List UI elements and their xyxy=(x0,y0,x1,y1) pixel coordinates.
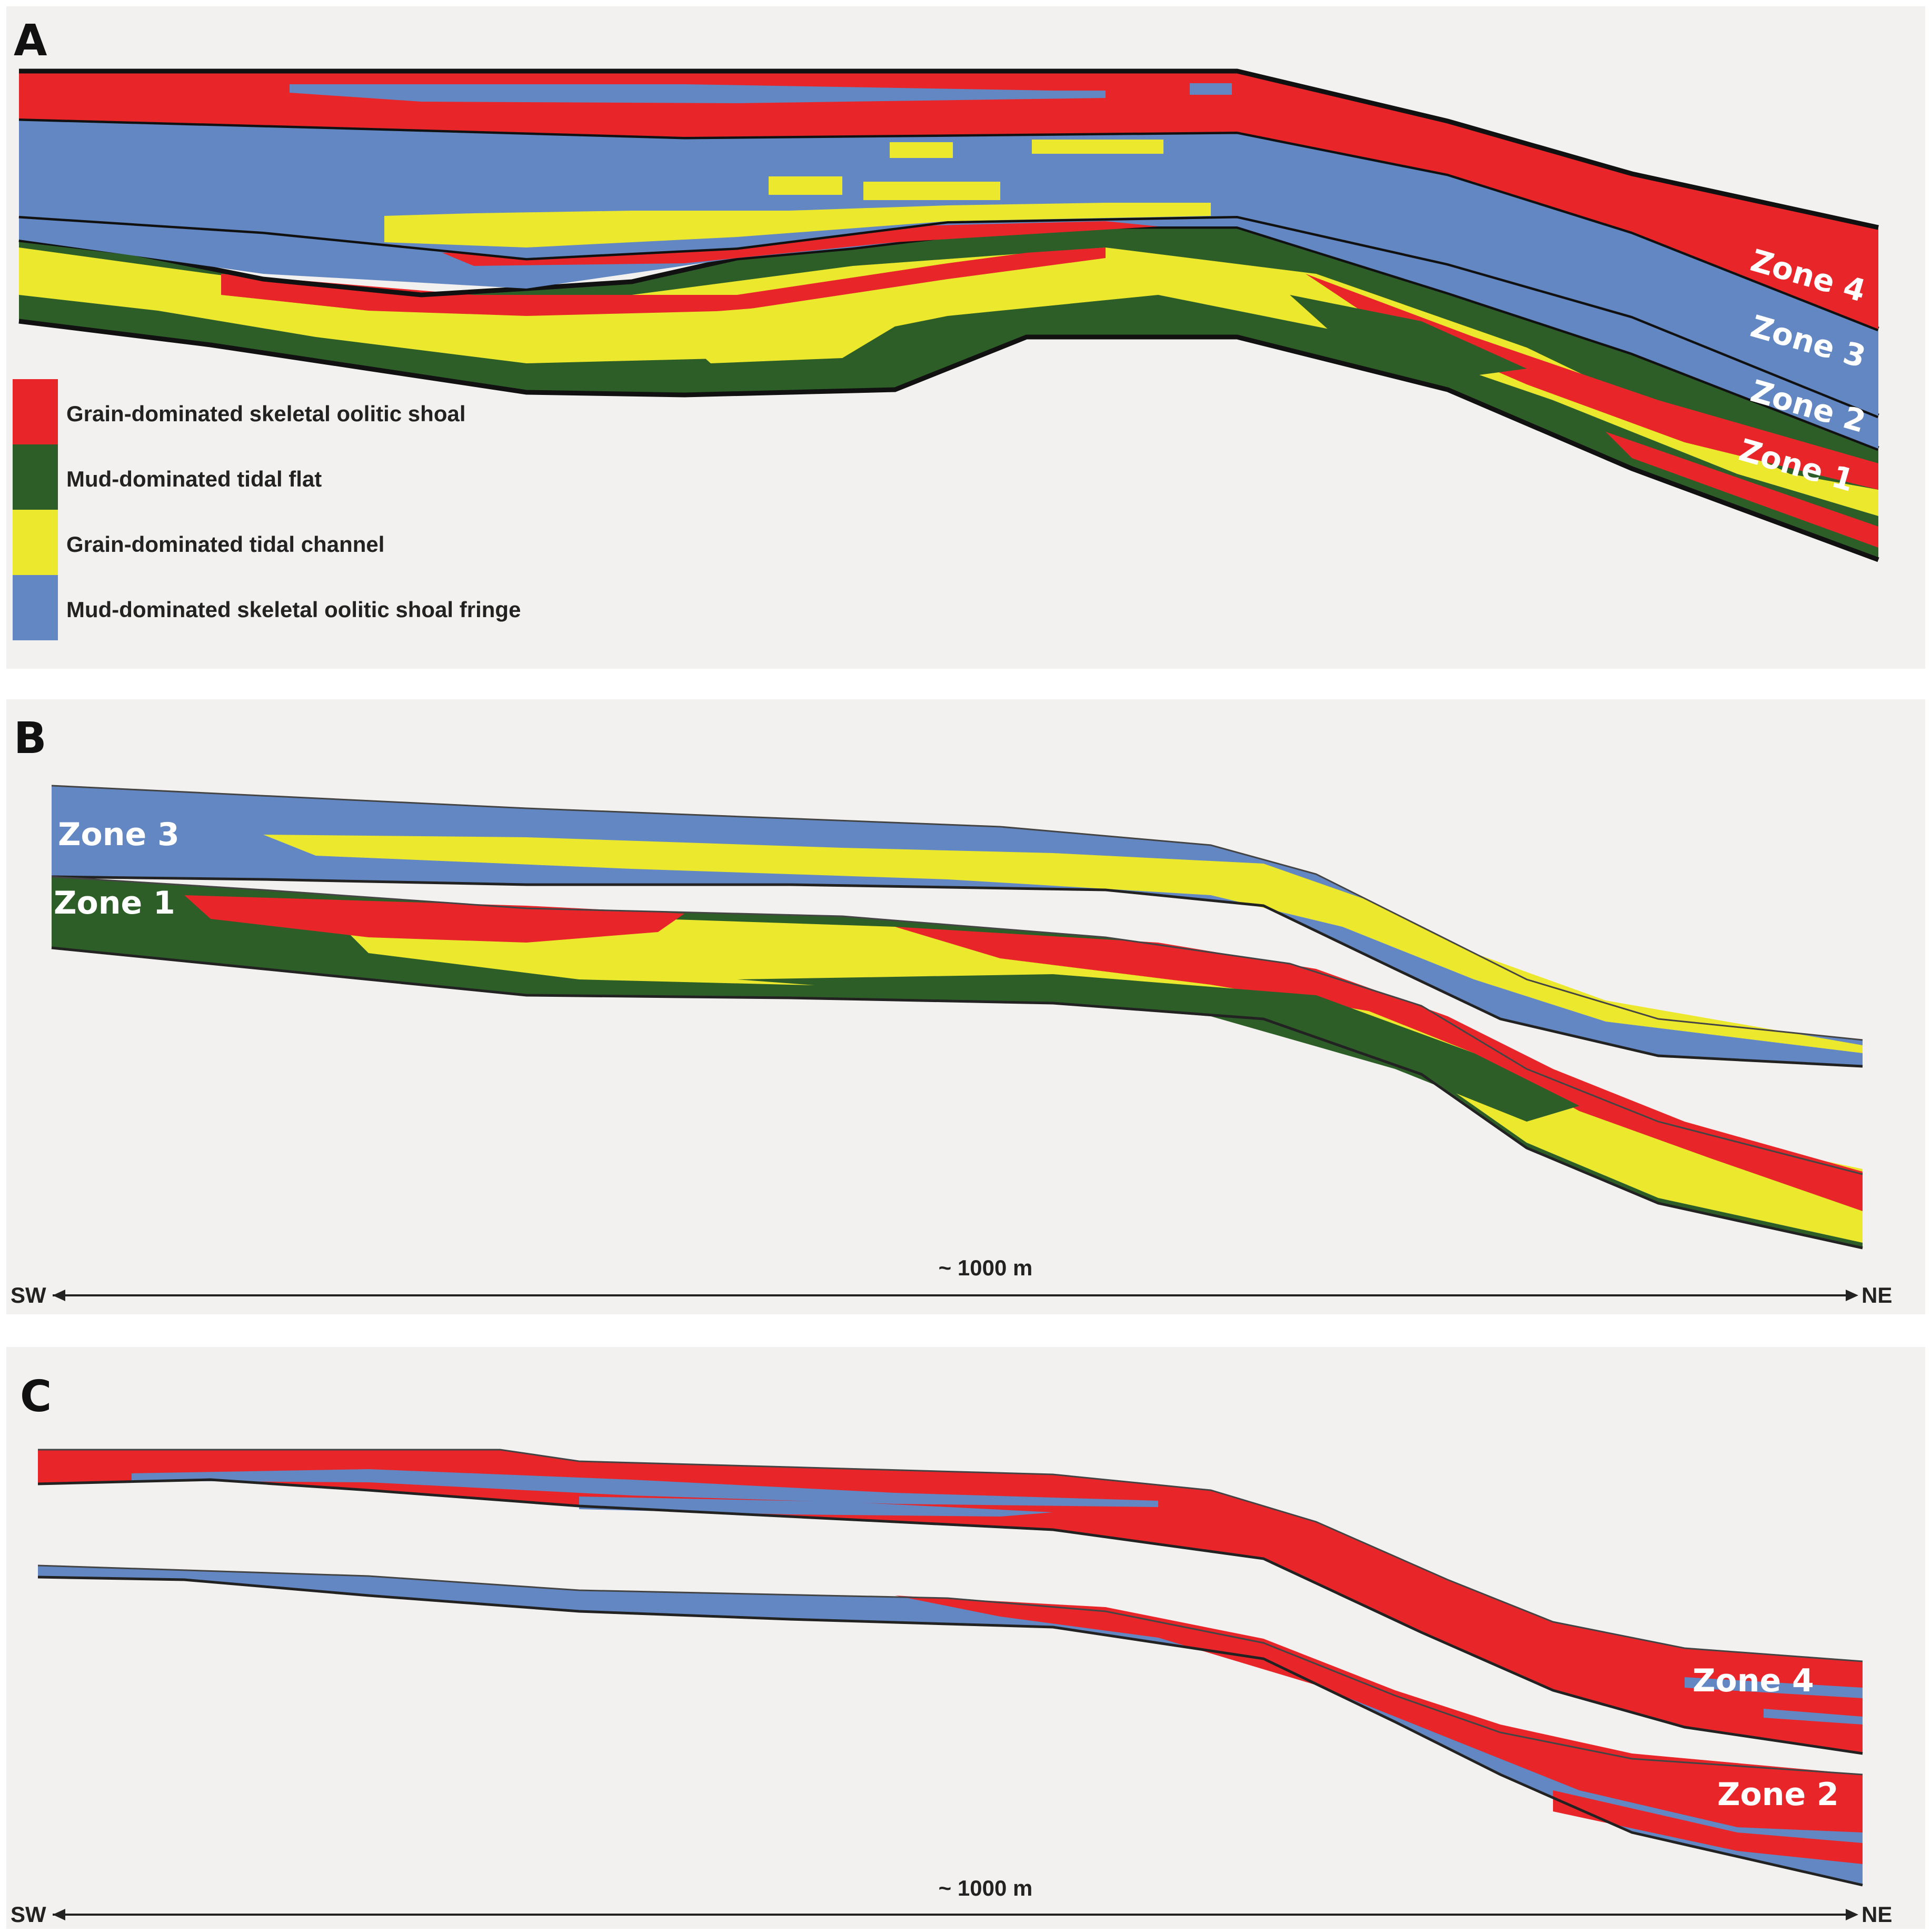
panel-b-scale-arrow-left xyxy=(53,1290,65,1301)
panel-b-zone-1-top xyxy=(51,876,1863,1175)
zone-4-body xyxy=(19,71,1878,329)
panel-c-scale-sw: SW xyxy=(11,1902,46,1927)
panel-b-zone-3-base xyxy=(51,875,1863,1068)
panel-c-zone-2-shoal-base xyxy=(1553,1790,1863,1864)
panel-b-zone-1-shoal-ne xyxy=(895,927,1863,1211)
zone-4-fringe-pod xyxy=(1190,83,1232,95)
zone-4-fringe-streak xyxy=(290,84,1106,103)
panel-c-zone-4-fringe-1 xyxy=(132,1469,1158,1507)
zone-3-channel-pod-1 xyxy=(769,176,842,195)
legend-label-shoal: Grain-dominated skeletal oolitic shoal xyxy=(66,401,466,426)
panel-c-zone-4-fringe-3 xyxy=(1685,1677,1863,1698)
panel-b-zone-1-label: Zone 1 xyxy=(54,885,175,922)
zone-3-body xyxy=(19,118,1878,416)
legend: Grain-dominated skeletal oolitic shoal M… xyxy=(13,379,521,640)
panel-c-zone-4-top xyxy=(38,1449,1863,1662)
legend-label-tidal-channel: Grain-dominated tidal channel xyxy=(66,532,384,557)
panel-c-scale-arrow-right xyxy=(1846,1909,1858,1920)
legend-label-tidal-flat: Mud-dominated tidal flat xyxy=(66,467,322,491)
legend-swatch-tidal-channel xyxy=(13,510,58,575)
legend-swatch-tidal-flat xyxy=(13,444,58,510)
zone-1-shoal-upper xyxy=(221,247,1106,316)
panel-b-letter: B xyxy=(14,714,47,764)
panel-c-background xyxy=(6,1347,1925,1929)
panel-c-zone-2-shoal-band xyxy=(895,1596,1863,1832)
zone-3-channel-pod-3 xyxy=(890,142,953,158)
legend-label-shoal-fringe: Mud-dominated skeletal oolitic shoal fri… xyxy=(66,597,521,622)
panel-b-zone-3-top xyxy=(51,785,1863,1041)
panel-c-letter: C xyxy=(20,1372,52,1422)
panel-c-scale-distance: ~ 1000 m xyxy=(939,1876,1033,1900)
legend-swatch-shoal xyxy=(13,379,58,444)
panel-c-zone-2-base xyxy=(37,1576,1863,1887)
panel-b-scale-arrow-right xyxy=(1846,1290,1858,1301)
zone-3-channel-pod-2 xyxy=(863,182,1000,200)
zone-1-channel-pod xyxy=(658,305,895,363)
panel-c-zone-4-fringe-4 xyxy=(1764,1709,1863,1725)
panel-c-zone-4-label: Zone 4 xyxy=(1693,1662,1814,1699)
panel-b-scale-sw: SW xyxy=(11,1283,46,1307)
zone-3-channel-pod-4 xyxy=(1032,140,1163,154)
panel-c-zone-2-top xyxy=(37,1564,1863,1776)
zone-1-flat-lens xyxy=(1290,295,1527,379)
panel-c-zone-4-base xyxy=(37,1478,1863,1755)
zone-2-body xyxy=(19,216,1878,449)
panel-b-scale-distance: ~ 1000 m xyxy=(939,1255,1033,1280)
zone-4-top-boundary xyxy=(19,68,1879,230)
panel-b-zone-3-label: Zone 3 xyxy=(58,816,180,853)
panel-b-zone-1-flat-streak xyxy=(737,974,1579,1122)
zone-3-channel-main xyxy=(384,203,1211,247)
panel-b-zone-3-channel-band xyxy=(263,835,1863,1053)
panel-c-zone-2-label: Zone 2 xyxy=(1717,1776,1839,1813)
panel-b-zone-1-base xyxy=(51,946,1863,1250)
zone-1-base-boundary xyxy=(18,319,1879,562)
panel-c-scale-arrow-left xyxy=(53,1909,65,1920)
zone-1-shoal-ne xyxy=(1306,274,1878,490)
panel-c-scale-ne: NE xyxy=(1862,1902,1892,1927)
legend-swatch-shoal-fringe xyxy=(13,575,58,640)
panel-b-scale-ne: NE xyxy=(1862,1283,1892,1307)
zone-1-shoal-base xyxy=(1606,432,1878,548)
panel-a-letter: A xyxy=(14,16,47,66)
panel-b-zone-1-shoal-sw xyxy=(184,895,684,943)
